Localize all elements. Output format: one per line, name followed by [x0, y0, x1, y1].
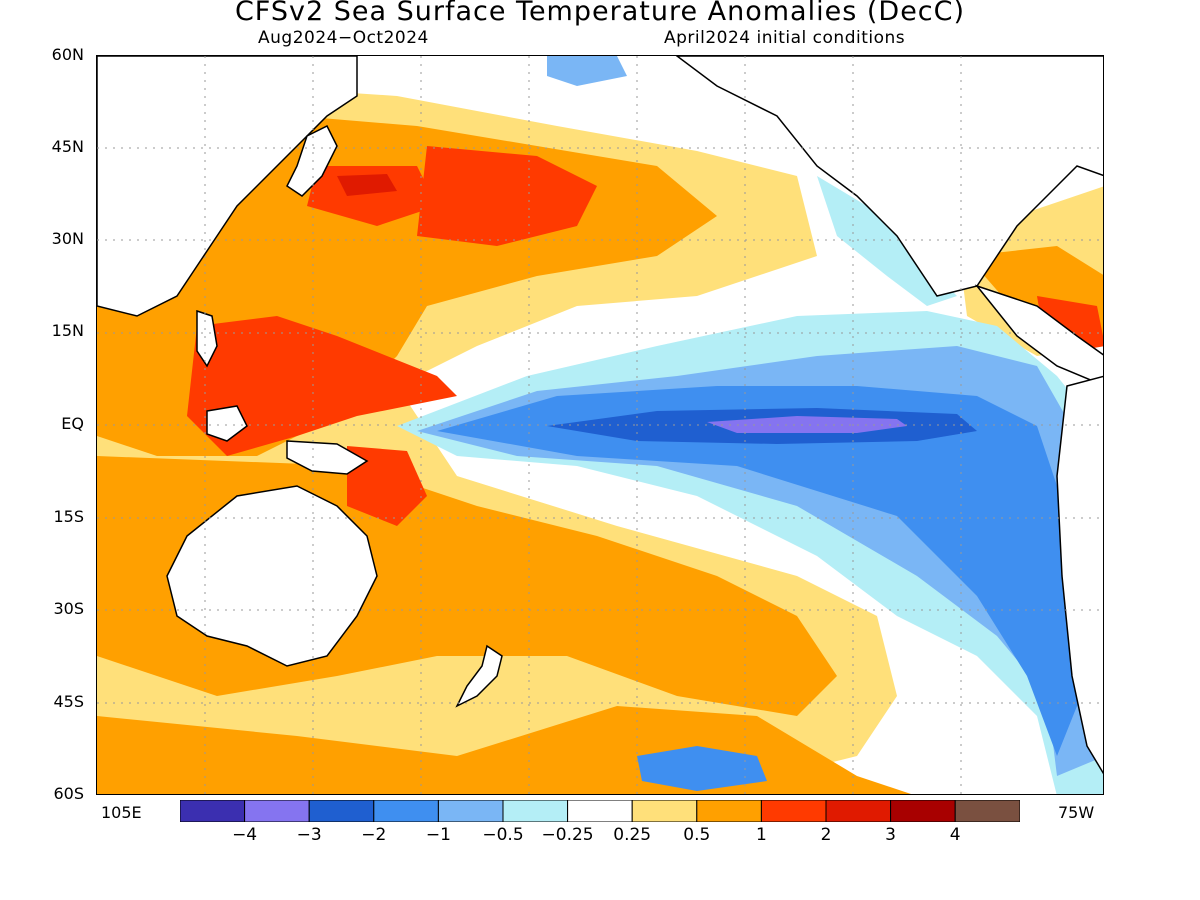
- warm-region-red-coralsea: [347, 446, 427, 526]
- lat-label: 45N: [51, 137, 84, 156]
- warm-region-darkred: [337, 174, 397, 196]
- lat-label: 60S: [53, 784, 84, 803]
- colorbar-label: −0.25: [541, 825, 594, 845]
- cool-anomaly-regions: [397, 56, 1103, 794]
- cool-region-southern-blob: [637, 746, 767, 791]
- colorbar-swatches: [179, 799, 1021, 823]
- cool-region-north-blob: [547, 56, 627, 86]
- graticule: [97, 56, 1103, 794]
- colorbar-label: 1: [755, 825, 767, 845]
- colorbar-label: −3: [296, 825, 322, 845]
- colorbar-swatch: [179, 799, 246, 823]
- new-zealand-landmass: [455, 644, 503, 708]
- colorbar-swatch: [696, 799, 762, 823]
- south-america-landmass: [1056, 375, 1103, 775]
- colorbar-label: −0.5: [482, 825, 524, 845]
- colorbar-label: 4: [949, 825, 961, 845]
- lon-label-right: 75W: [1058, 803, 1095, 822]
- colorbar-label: −2: [361, 825, 387, 845]
- australia-landmass: [166, 485, 378, 667]
- colorbar-swatch: [631, 799, 698, 823]
- colorbar-label: 2: [820, 825, 832, 845]
- colorbar-label: 3: [885, 825, 896, 845]
- colorbar-swatch: [567, 799, 633, 823]
- colorbar-label: 0.5: [683, 825, 711, 845]
- borneo-landmass: [206, 405, 248, 442]
- cool-region-purple: [707, 416, 907, 433]
- map-title: CFSv2 Sea Surface Temperature Anomalies …: [234, 0, 966, 27]
- warm-region-red-kuroshio: [417, 146, 597, 246]
- japan-landmass: [286, 124, 338, 197]
- lat-label: 15S: [53, 507, 84, 526]
- cool-region-blue: [437, 386, 1097, 756]
- colorbar-swatch: [890, 799, 956, 823]
- lat-label: 45S: [53, 692, 84, 711]
- sst-anomaly-map: [97, 56, 1103, 794]
- lat-label: 30N: [51, 229, 84, 248]
- colorbar-swatch: [502, 799, 569, 823]
- colorbar-swatch: [760, 799, 827, 823]
- colorbar-swatch: [244, 799, 310, 823]
- colorbar-swatch: [308, 799, 375, 823]
- colorbar-swatch: [954, 799, 1021, 823]
- warm-region-red-warmpool: [187, 316, 457, 456]
- colorbar-label: −1: [425, 825, 451, 845]
- colorbar-swatch: [437, 799, 504, 823]
- new-guinea-landmass: [286, 440, 369, 475]
- colorbar-label: 0.25: [613, 825, 652, 845]
- colorbar-swatch: [825, 799, 892, 823]
- colorbar-swatch: [373, 799, 439, 823]
- colorbar-label: −4: [232, 825, 258, 845]
- lat-label: 60N: [51, 45, 84, 64]
- lat-label: EQ: [61, 414, 84, 433]
- philippines-landmass: [196, 309, 218, 368]
- map-frame: [96, 55, 1104, 795]
- lat-label: 15N: [51, 321, 84, 340]
- forecast-period: Aug2024−Oct2024: [258, 28, 429, 48]
- colorbar: [179, 799, 1021, 823]
- initial-conditions: April2024 initial conditions: [664, 28, 906, 48]
- central-america-landmass: [974, 284, 1103, 386]
- lat-label: 30S: [53, 599, 84, 618]
- landmasses: [97, 56, 1103, 775]
- lon-label-left: 105E: [101, 803, 142, 822]
- asia-landmass: [97, 56, 358, 317]
